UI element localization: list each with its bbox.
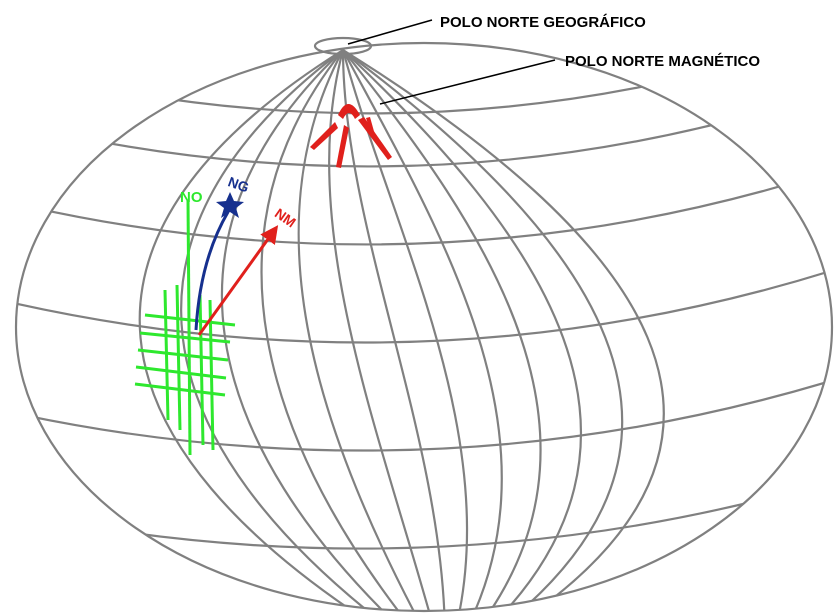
globe-line	[342, 49, 583, 611]
globe-line	[16, 378, 832, 452]
globe-line	[297, 49, 430, 611]
globe-grid	[16, 43, 832, 611]
geographic-pole-label: POLO NORTE GEOGRÁFICO	[440, 14, 646, 31]
globe-line	[138, 49, 398, 611]
magnetic-pole-symbol	[310, 104, 392, 168]
globe-line	[16, 43, 832, 115]
globe-line	[342, 49, 624, 611]
globe-outline	[14, 41, 834, 613]
globe-line	[220, 49, 414, 611]
globe-line	[341, 49, 447, 611]
north-magnetic-label: NM	[272, 205, 299, 231]
globe-line	[16, 168, 832, 246]
north-geographic-arrow	[194, 211, 230, 331]
leader-line	[347, 19, 433, 45]
globe-line	[16, 88, 832, 168]
pole-cap	[313, 36, 373, 56]
globe-line	[260, 49, 422, 611]
north-geographic-label: NG	[226, 173, 251, 195]
north-magnetic-arrow	[197, 225, 279, 336]
north-grid-label: NO	[180, 189, 203, 206]
globe-line	[16, 478, 832, 550]
globe-line	[342, 49, 503, 611]
globe-line	[16, 268, 832, 344]
star	[216, 192, 244, 218]
globe-line	[342, 49, 665, 611]
magnetic-pole-label: POLO NORTE MAGNÉTICO	[565, 53, 760, 70]
leader-line	[379, 59, 556, 105]
grid-lines	[134, 199, 236, 456]
globe-line	[342, 49, 542, 611]
